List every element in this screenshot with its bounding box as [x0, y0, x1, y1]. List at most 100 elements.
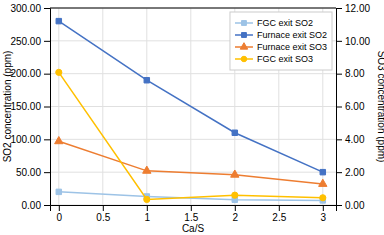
- x-axis-title: Ca/S: [182, 223, 205, 234]
- legend-label: FGC exit SO3: [257, 54, 313, 64]
- tick-label: 0.00: [345, 200, 365, 211]
- legend-item: Furnace exit SO3: [235, 42, 327, 52]
- tick-label: 4.00: [345, 134, 365, 145]
- legend-item: FGC exit SO2: [235, 18, 313, 28]
- series: [56, 69, 326, 202]
- legend-label: Furnace exit SO2: [257, 30, 327, 40]
- tick-label: 10.00: [345, 36, 370, 47]
- tick-mark: [103, 205, 104, 211]
- tick: 12.00: [336, 3, 370, 14]
- tick-mark: [279, 205, 280, 211]
- tick: 0.00: [336, 200, 365, 211]
- tick-mark: [336, 139, 342, 140]
- legend-label: Furnace exit SO3: [257, 42, 327, 52]
- tick-mark: [336, 74, 342, 75]
- point: [56, 189, 61, 194]
- y2-axis: 0.00 2.00 4.00 6.00 8.00 10.00 12.00: [336, 3, 370, 211]
- tick-label: 0: [57, 212, 63, 223]
- tick-label: 100.00: [10, 134, 41, 145]
- tick-label: 50.00: [16, 167, 41, 178]
- legend-marker: [242, 21, 247, 26]
- plot-frame: [50, 8, 336, 9]
- x-axis: 0 0.5 1 1.5 2 2.5 3: [51, 205, 337, 223]
- point: [144, 77, 149, 82]
- tick-mark: [323, 205, 324, 211]
- point: [232, 192, 238, 198]
- series-line: [59, 141, 323, 184]
- tick: 3: [321, 205, 327, 223]
- tick: 50.00: [16, 167, 50, 178]
- tick-mark: [336, 205, 342, 206]
- tick: 2: [233, 205, 239, 223]
- tick-label: 6.00: [345, 101, 365, 112]
- legend-label: FGC exit SO2: [257, 18, 313, 28]
- tick-mark: [44, 41, 50, 42]
- tick: 0.5: [96, 205, 110, 223]
- tick-label: 1: [145, 212, 151, 223]
- legend: FGC exit SO2 Furnace exit SO2 Furnace exit…: [230, 12, 332, 70]
- tick-label: 1.5: [184, 212, 198, 223]
- tick-mark: [336, 172, 342, 173]
- tick-label: 2: [233, 212, 239, 223]
- tick-mark: [44, 172, 50, 173]
- tick-label: 250.00: [10, 36, 41, 47]
- y-axis-title: SO2 concentration (ppm): [2, 51, 13, 163]
- grid-line: [50, 139, 336, 140]
- axis-line: [337, 9, 343, 206]
- grid-line: [50, 73, 336, 74]
- tick-label: 0.00: [22, 200, 42, 211]
- point: [231, 170, 239, 177]
- tick-label: 8.00: [345, 68, 365, 79]
- tick-mark: [336, 41, 342, 42]
- legend-item: Furnace exit SO2: [235, 30, 327, 40]
- point: [232, 130, 237, 135]
- tick: 0: [57, 205, 63, 223]
- tick: 4.00: [336, 134, 365, 145]
- tick: 2.5: [272, 205, 286, 223]
- tick-mark: [235, 205, 236, 211]
- tick: 150.00: [10, 101, 50, 112]
- tick: 2.00: [336, 167, 365, 178]
- point: [56, 69, 62, 75]
- point: [144, 196, 150, 202]
- tick-label: 2.00: [345, 167, 365, 178]
- tick: 300.00: [10, 3, 50, 14]
- grid-line: [50, 106, 336, 107]
- legend-item: FGC exit SO3: [235, 54, 313, 64]
- tick-mark: [336, 107, 342, 108]
- series: [55, 136, 327, 186]
- tick-label: 150.00: [10, 101, 41, 112]
- grid: [50, 8, 336, 205]
- y2-axis-title: SO3 concentration (ppm): [376, 51, 384, 163]
- tick-mark: [44, 205, 50, 206]
- tick-mark: [336, 8, 342, 9]
- tick-mark: [191, 205, 192, 211]
- tick-mark: [59, 205, 60, 211]
- tick: 100.00: [10, 134, 50, 145]
- point: [320, 195, 326, 201]
- tick-label: 0.5: [96, 212, 110, 223]
- point: [55, 136, 63, 143]
- tick-mark: [147, 205, 148, 211]
- tick-label: 12.00: [345, 3, 370, 14]
- tick-label: 2.5: [272, 212, 286, 223]
- legend-frame: [230, 12, 332, 70]
- tick: 0.00: [22, 200, 50, 211]
- tick: 8.00: [336, 68, 365, 79]
- legend-marker: [241, 56, 247, 62]
- tick-label: 300.00: [10, 3, 41, 14]
- point: [143, 166, 151, 173]
- axis-line: [44, 9, 51, 206]
- point: [320, 169, 325, 174]
- tick: 1.5: [184, 205, 198, 223]
- tick-label: 200.00: [10, 68, 41, 79]
- axis-line: [51, 206, 337, 212]
- y-axis: 0.00 50.00 100.00 150.00 200.00 250.00 300.00: [10, 3, 50, 211]
- grid-line: [50, 8, 336, 9]
- tick: 10.00: [336, 36, 370, 47]
- tick-label: 3: [321, 212, 327, 223]
- tick: 6.00: [336, 101, 365, 112]
- series-line: [59, 72, 323, 199]
- point: [56, 18, 61, 23]
- point: [319, 179, 327, 186]
